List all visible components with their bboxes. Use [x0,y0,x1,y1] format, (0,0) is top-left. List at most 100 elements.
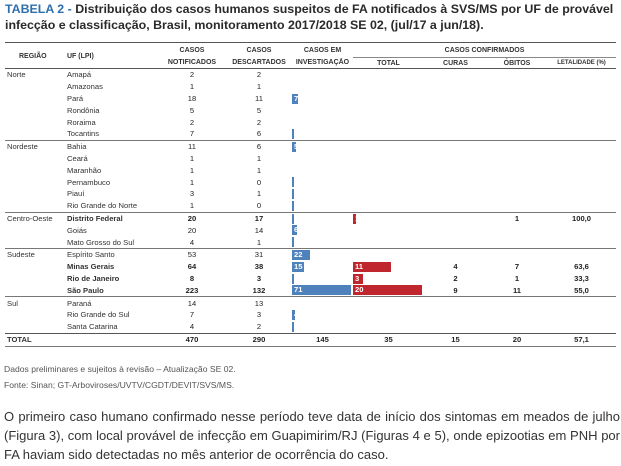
investigacao-cell: 2 [292,321,353,333]
obitos-cell [487,67,547,81]
obitos-cell [487,153,547,165]
investigacao-cell-bar [292,93,298,104]
total-letalidade: 57,1 [547,332,617,347]
table-row: Rio Grande do Sul 7 3 4 [5,309,616,321]
curas-cell: 9 [453,285,458,295]
investigacao-cell-bar [292,321,294,332]
uf-cell: Amazonas [67,82,103,92]
table-row: Sul Paraná 14 13 [5,296,617,309]
table-row: Sudeste Espírito Santo 53 31 22 [5,247,617,261]
investigacao-cell-value: 22 [294,249,303,259]
descartados-cell: 3 [256,273,262,283]
descartados-cell: 1 [256,82,262,92]
letalidade-cell: 55,0 [574,285,589,295]
obitos-cell [487,188,547,200]
table-row: Rondônia 5 5 [5,104,616,116]
investigacao-cell: 7 [292,93,353,105]
confirmados-cell-bar [353,261,391,272]
investigacao-cell: 2 [292,188,353,200]
letalidade-cell [547,176,616,188]
descartados-cell: 132 [252,285,266,295]
descartados-cell: 2 [256,322,262,332]
table-row: Pernambuco 1 0 1 [5,176,616,188]
notificados-cell: 14 [158,296,226,309]
regiao-cell: Norte [5,67,65,81]
table-row: São Paulo 223 132 71 20 9 11 55,0 [5,284,616,296]
table-row: Minas Gerais 64 38 15 11 4 7 63,6 [5,261,616,273]
obitos-cell: 1 [487,211,547,225]
letalidade-cell: 63,6 [574,262,589,272]
investigacao-cell: 6 [292,224,353,236]
investigacao-cell-bar [292,200,294,211]
letalidade-cell [547,164,616,176]
confirmados-cell [353,81,424,93]
total-descartados: 290 [226,332,292,347]
notificados-cell: 64 [187,262,197,272]
notificados-cell: 1 [189,153,195,163]
notificados-cell: 7 [189,310,195,320]
investigacao-cell: 1 [292,200,353,212]
descartados-cell: 1 [256,153,262,163]
table-row: Santa Catarina 4 2 2 [5,321,616,333]
obitos-cell [487,247,547,261]
curas-cell [424,296,487,309]
header-descartados-line2: DESCARTADOS [226,57,292,69]
confirmados-cell [353,128,424,140]
total-confirmados: 35 [353,332,424,347]
curas-cell [424,188,487,200]
obitos-cell: 1 [514,273,520,283]
obitos-cell: 11 [512,285,522,295]
table-row: Tocantins 7 6 1 [5,128,616,140]
header-letalidade: LETALIDADE (%) [547,57,617,69]
regiao-cell [5,116,65,128]
letalidade-cell [547,93,616,105]
investigacao-cell: 1 [292,128,353,140]
table-row: Rio Grande do Norte 1 0 1 [5,200,616,212]
confirmados-cell [353,236,424,248]
descartados-cell: 1 [256,237,262,247]
regiao-cell [5,93,65,105]
confirmados-cell [353,224,424,236]
confirmados-cell [353,116,424,128]
curas-cell [424,236,487,248]
total-label: TOTAL [5,332,65,347]
confirmados-cell-value: 11 [355,261,364,271]
total-investigacao: 145 [292,332,353,347]
obitos-cell [487,200,547,212]
obitos-cell: 7 [514,262,520,272]
descartados-cell: 13 [226,296,292,309]
confirmados-cell [353,309,424,321]
investigacao-cell: 2 [292,273,353,285]
investigacao-cell-value: 71 [294,285,303,295]
investigacao-cell-bar [292,213,294,224]
uf-cell: Roraima [67,117,96,127]
letalidade-cell [547,67,617,81]
letalidade-cell [547,153,616,165]
investigacao-cell [292,164,353,176]
investigacao-cell-bar [292,285,351,296]
notificados-cell: 1 [189,177,195,187]
investigacao-cell-value: 3 [294,237,299,247]
uf-cell: Amapá [65,67,158,81]
uf-cell: Maranhão [67,165,102,175]
notificados-cell: 223 [185,285,199,295]
uf-cell: Tocantins [67,129,100,139]
descartados-cell: 0 [256,177,262,187]
header-total: TOTAL [353,57,424,69]
investigacao-cell: 71 [292,284,353,296]
regiao-cell [5,309,65,321]
letalidade-cell [547,128,616,140]
curas-cell [424,224,487,236]
curas-cell [424,153,487,165]
table-row: Ceará 1 1 [5,153,616,165]
investigacao-cell [292,67,353,81]
regiao-cell: Sul [5,296,65,309]
header-obitos: ÓBITOS [487,57,547,69]
table-label: TABELA 2 - [5,2,72,16]
uf-cell: Paraná [65,296,158,309]
obitos-cell [487,236,547,248]
regiao-cell: Centro-Oeste [5,211,65,225]
obitos-cell [487,93,547,105]
header-uf: UF (LPI) [65,44,158,69]
investigacao-cell-bar [292,188,294,199]
